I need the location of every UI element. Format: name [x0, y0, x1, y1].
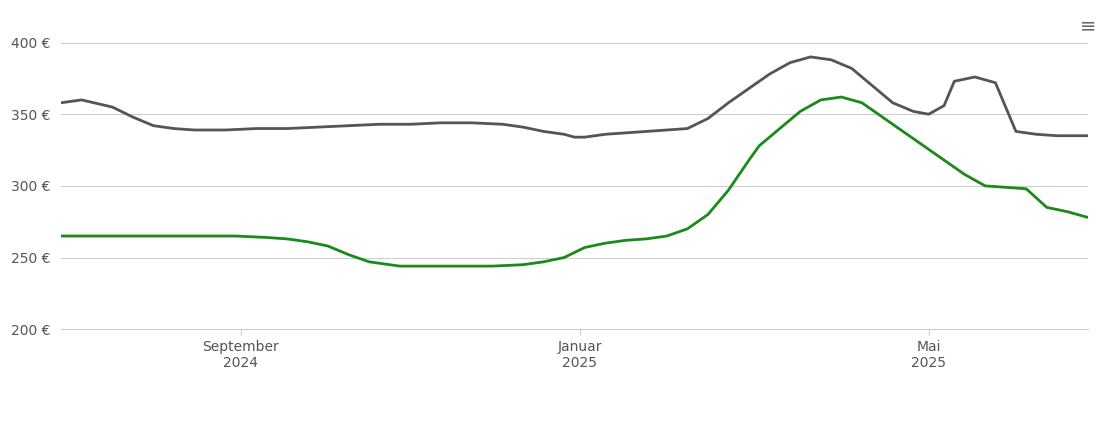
Text: ≡: ≡ — [1080, 17, 1097, 36]
